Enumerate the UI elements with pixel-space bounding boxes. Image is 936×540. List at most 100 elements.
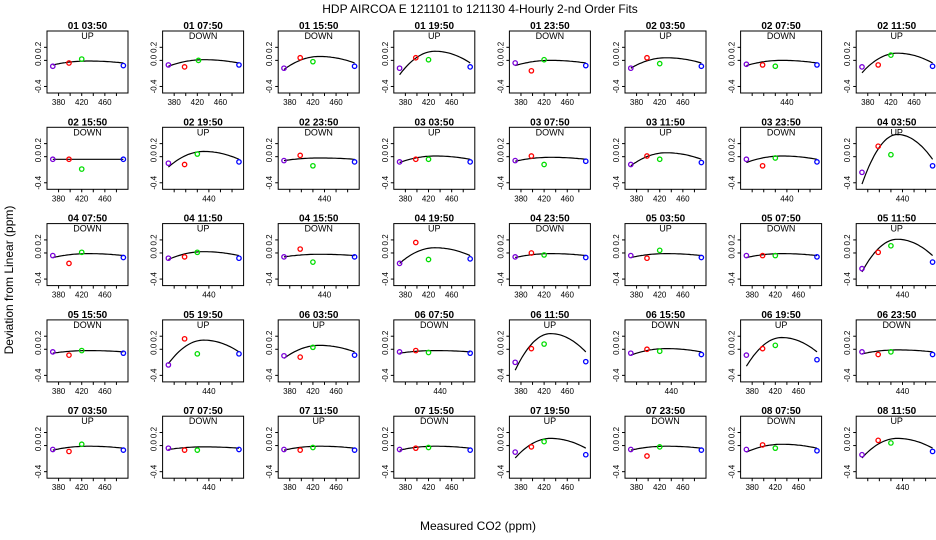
panel-direction: DOWN <box>536 224 565 234</box>
panel-title: 04 03:50 <box>877 117 917 128</box>
x-tick-label: 420 <box>191 98 205 107</box>
data-point <box>194 350 201 357</box>
y-tick-label: -0.4 <box>381 79 390 93</box>
x-tick-label: 460 <box>98 194 112 203</box>
panel-direction: UP <box>428 31 441 41</box>
x-tick-label: 440 <box>665 387 679 396</box>
panel-title: 02 23:50 <box>299 117 339 128</box>
y-tick-label: 0.2 <box>381 234 390 246</box>
panel-title: 04 23:50 <box>530 214 570 225</box>
data-point <box>888 242 894 249</box>
data-point <box>49 349 56 355</box>
panel-title: 06 11:50 <box>530 310 569 321</box>
y-tick-label: 0.2 <box>496 426 505 438</box>
panel-direction: DOWN <box>536 127 565 137</box>
panel-direction: UP <box>81 31 94 41</box>
data-point <box>656 247 663 254</box>
y-tick-label: -0.4 <box>150 464 159 478</box>
fit-curve <box>514 332 587 371</box>
y-tick-label: -0.4 <box>150 272 159 286</box>
y-tick-label: 0.0 <box>34 151 43 163</box>
panel-frame <box>393 415 476 479</box>
y-tick-label: 0.2 <box>843 138 852 150</box>
data-point <box>644 346 650 353</box>
data-point <box>195 57 202 64</box>
data-point <box>644 54 650 61</box>
x-tick-label: 420 <box>75 291 89 300</box>
data-point <box>814 447 820 454</box>
x-axis-label: Measured CO2 (ppm) <box>420 519 536 533</box>
fit-curve <box>399 350 471 354</box>
data-point <box>281 446 287 453</box>
panel-title: 03 11:50 <box>646 117 685 128</box>
y-tick-label: 0.0 <box>843 54 852 66</box>
data-point <box>814 159 820 165</box>
x-tick-label: 460 <box>792 483 806 492</box>
y-tick-label: 0.2 <box>265 330 274 342</box>
panel-title: 03 07:50 <box>530 117 570 128</box>
data-point <box>528 250 535 256</box>
panel-direction: DOWN <box>420 320 449 330</box>
x-tick-label: 380 <box>283 483 297 492</box>
x-tick-label: 380 <box>514 98 528 107</box>
panel-title: 04 19:50 <box>415 214 455 225</box>
data-point <box>66 260 72 267</box>
data-point <box>120 350 127 357</box>
panel-direction: UP <box>659 31 672 41</box>
y-tick-label: -0.4 <box>381 175 390 189</box>
x-tick-label: 420 <box>422 98 436 107</box>
panel-direction: UP <box>890 224 903 234</box>
data-point <box>120 156 127 163</box>
panel-direction: DOWN <box>651 320 680 330</box>
data-point <box>888 349 894 355</box>
y-axis-label: Deviation from Linear (ppm) <box>2 206 16 355</box>
data-point <box>425 444 432 451</box>
panel-direction: DOWN <box>304 127 333 137</box>
panel-frame <box>393 126 476 190</box>
data-point <box>627 252 634 259</box>
panel-direction: UP <box>428 224 441 234</box>
y-tick-label: 0.2 <box>496 41 505 53</box>
panel-direction: DOWN <box>189 416 218 426</box>
data-point <box>656 60 663 67</box>
data-point <box>78 249 85 256</box>
panel-direction: UP <box>890 31 903 41</box>
y-tick-label: 0.0 <box>496 151 505 163</box>
fit-curve <box>399 50 471 76</box>
panel-title: 01 23:50 <box>530 21 570 32</box>
x-tick-label: 440 <box>896 387 910 396</box>
data-point <box>396 349 403 355</box>
x-tick-label: 380 <box>861 98 875 107</box>
x-tick-label: 420 <box>537 483 551 492</box>
x-tick-label: 380 <box>52 483 66 492</box>
panel-frame <box>508 223 591 287</box>
panel-direction: UP <box>659 224 672 234</box>
data-point <box>467 447 474 453</box>
fit-curve <box>168 446 240 451</box>
fit-curve <box>283 445 355 451</box>
panel-frame <box>393 30 476 94</box>
y-tick-label: -0.4 <box>381 464 390 478</box>
data-point <box>120 254 127 261</box>
y-tick-label: 0.0 <box>265 151 274 163</box>
fit-curve <box>746 59 818 67</box>
data-point <box>49 63 56 70</box>
data-point <box>396 260 403 267</box>
x-tick-label: 420 <box>769 387 783 396</box>
data-point <box>759 345 766 352</box>
x-tick-label: 380 <box>52 387 66 396</box>
x-tick-label: 460 <box>561 387 575 396</box>
data-point <box>425 156 432 163</box>
y-tick-label: -0.4 <box>843 464 852 478</box>
data-point <box>582 158 589 165</box>
panel-frame <box>740 126 823 190</box>
data-point <box>541 56 547 63</box>
data-point <box>66 352 72 358</box>
panel-direction: UP <box>890 416 903 426</box>
